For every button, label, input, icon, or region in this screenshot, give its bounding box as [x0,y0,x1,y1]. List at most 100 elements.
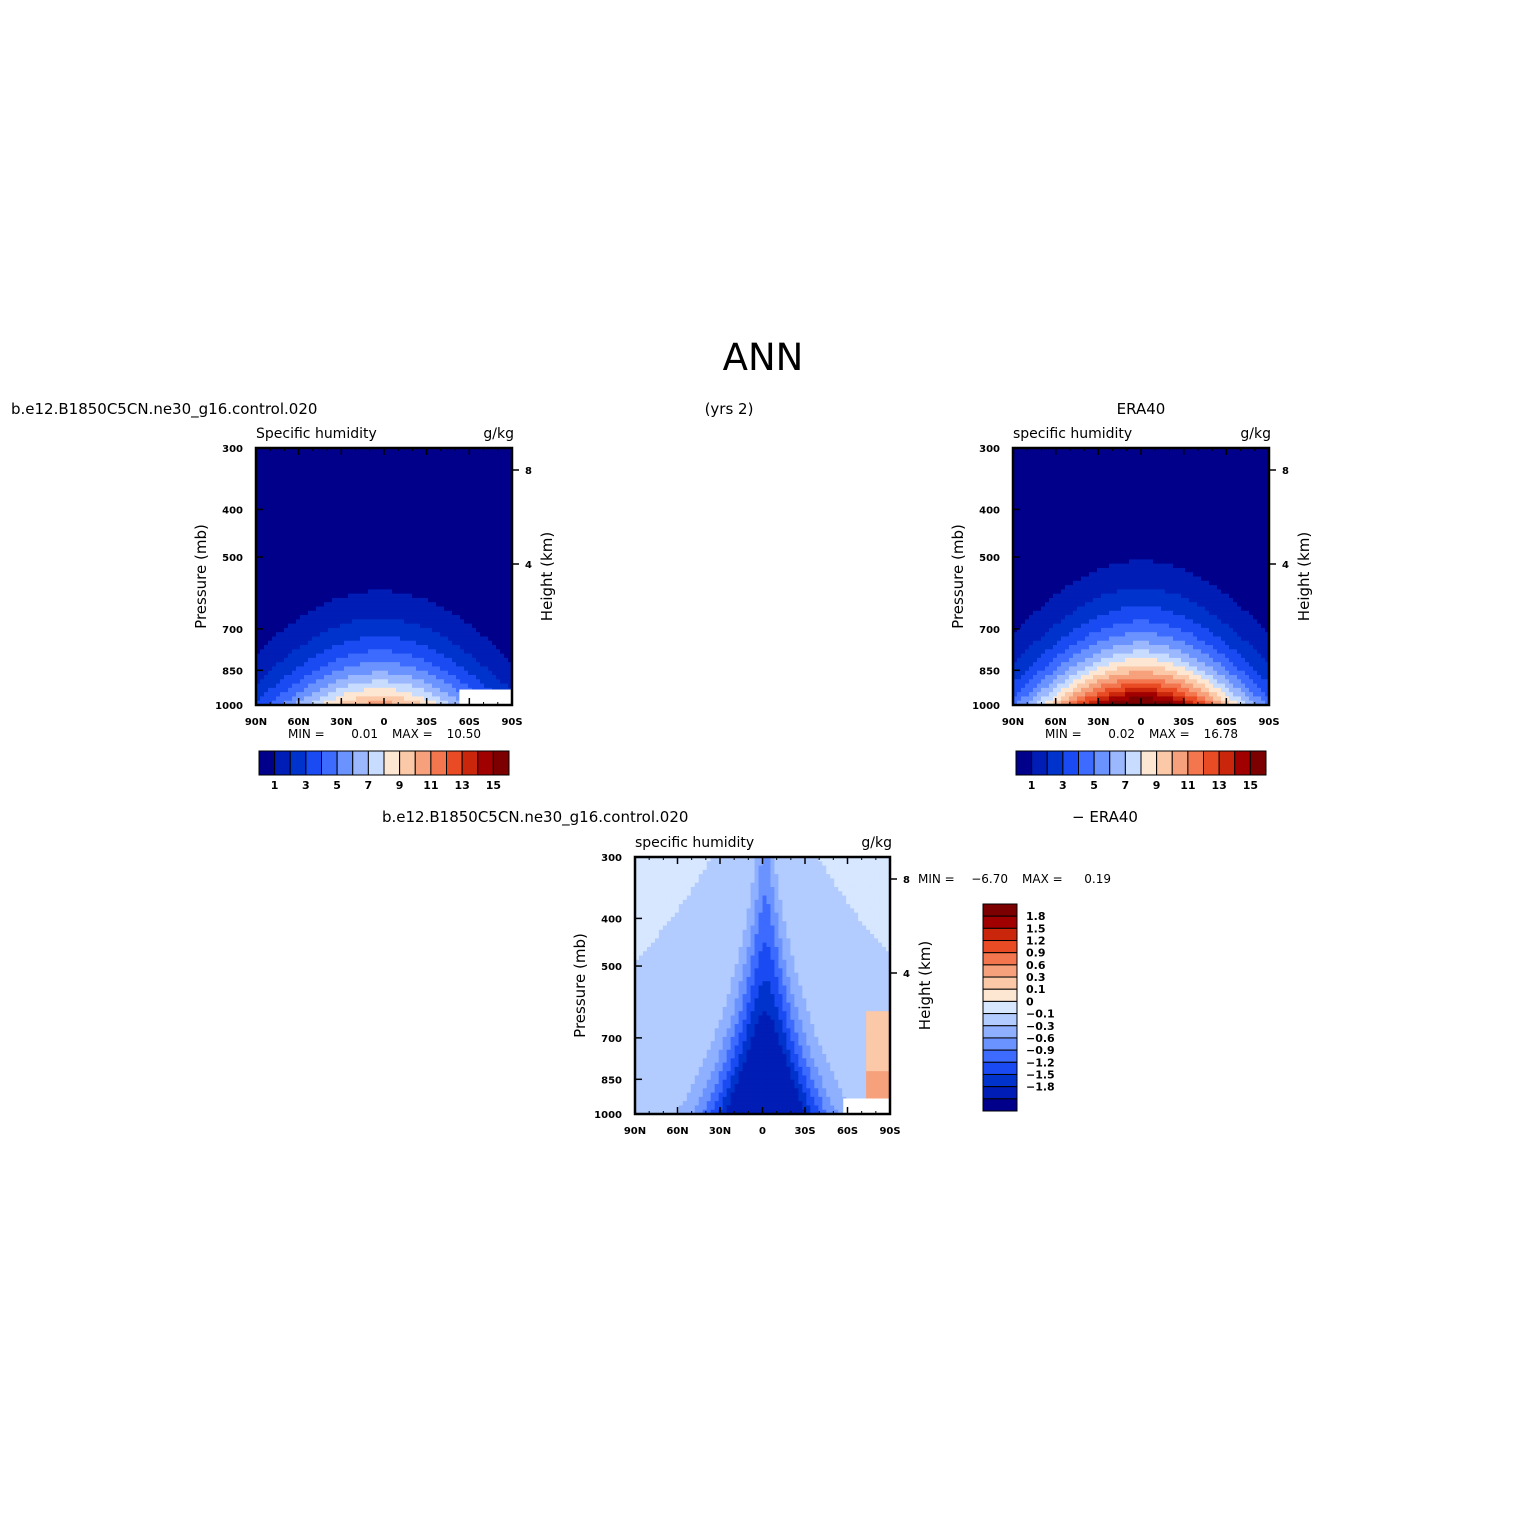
panel-model-cell [432,589,437,595]
panel-model-cell [388,490,393,496]
panel-era40-cell [1133,503,1138,509]
panel-model-cell [320,482,325,488]
panel-era40-cell [1141,486,1146,492]
panel-model-cell [380,692,385,698]
panel-model-cell [412,529,417,535]
panel-model-cell [416,460,421,466]
panel-model-cell [468,529,473,535]
panel-model-cell [416,576,421,582]
panel-model-cell [436,482,441,488]
panel-model-cell [312,675,317,680]
panel-model-cell [304,507,309,513]
panel-model-cell [460,576,465,582]
panel-era40-cell [1265,490,1270,496]
panel-model-cell [260,473,265,479]
panel-era40-cell [1177,507,1182,513]
panel-model-cell [484,670,489,676]
panel-model-cell [436,542,441,548]
panel-model-cell [424,662,429,668]
panel-model-cell [344,645,349,650]
panel-model-cell [264,520,269,526]
panel-era40-cell [1165,465,1170,471]
panel-model-cell [304,662,309,668]
panel-model-cell [264,606,269,612]
panel-era40-cell [1213,477,1218,483]
panel-model-cell [268,469,273,475]
panel-model-cell [444,516,449,522]
panel-model-cell [476,589,481,595]
panel-model-cell [264,670,269,676]
panel-model-cell [356,649,361,655]
panel-era40-cell [1117,448,1122,453]
panel-model-cell [304,653,309,659]
panel-model-cell [356,687,361,693]
panel-era40-cell [1245,477,1250,483]
panel-era40-cell [1245,456,1250,462]
panel-model-cell [464,537,469,543]
panel-model-cell [456,486,461,492]
panel-model-cell [464,460,469,466]
panel-era40-cell [1177,456,1182,462]
panel-model-cell [360,666,365,672]
panel-model-cell [432,670,437,676]
panel-model-cell [480,512,485,518]
panel-model-cell [384,670,389,676]
panel-model-cell [392,465,397,471]
panel-model-cell [408,640,413,646]
panel-model-cell [332,520,337,526]
panel-model-cell [412,593,417,599]
panel-era40-cell [1141,448,1146,453]
panel-model-cell [292,512,297,518]
panel-era40-cell [1161,469,1166,475]
panel-model-cell [280,486,285,492]
panel-model-cell [480,563,485,569]
panel-model-cell [320,653,325,659]
panel-model-cell [328,619,333,625]
panel-model-cell [384,567,389,573]
panel-model-cell [276,683,281,689]
panel-model-cell [432,610,437,616]
panel-model-cell [444,559,449,565]
panel-model-cell [348,473,353,479]
panel-model-cell [336,589,341,595]
panel-model-cell [500,679,505,685]
panel-model-cell [500,546,505,552]
panel-model-cell [376,473,381,479]
panel-era40-cell [1125,452,1130,458]
panel-model-cell [344,606,349,612]
panel-era40-cell [1173,452,1178,458]
panel-model-cell [464,563,469,569]
panel-model-cell [400,700,405,706]
panel-era40-cell [1033,507,1038,513]
panel-model-cell [416,533,421,539]
panel-model-cell [472,465,477,471]
panel-model-cell [296,632,301,638]
panel-era40-cell [1109,456,1114,462]
panel-model-cell [376,563,381,569]
panel-era40-cell [1121,490,1126,496]
panel-model-cell [340,593,345,599]
panel-model-cell [444,503,449,509]
panel-era40-cell [1061,456,1066,462]
panel-model-cell [404,692,409,698]
panel-era40-cell [1093,495,1098,500]
panel-model-cell [484,627,489,633]
panel-era40-cell [1201,473,1206,479]
panel-model-cell [352,636,357,642]
panel-model-cell [328,555,333,560]
panel-model-cell [396,615,401,620]
panel-era40-cell [1037,486,1042,492]
panel-model-cell [368,585,373,590]
panel-model-cell [284,503,289,509]
panel-model-cell [376,687,381,693]
panel-model-cell [468,563,473,569]
panel-era40-cell [1045,448,1050,453]
panel-model-cell [304,700,309,706]
panel-era40-cell [1133,456,1138,462]
panel-model-cell [436,576,441,582]
panel-era40-cell [1061,465,1066,471]
panel-model-cell [452,683,457,689]
panel-model-cell [288,606,293,612]
panel-model-cell [420,507,425,513]
panel-model-cell [460,675,465,680]
